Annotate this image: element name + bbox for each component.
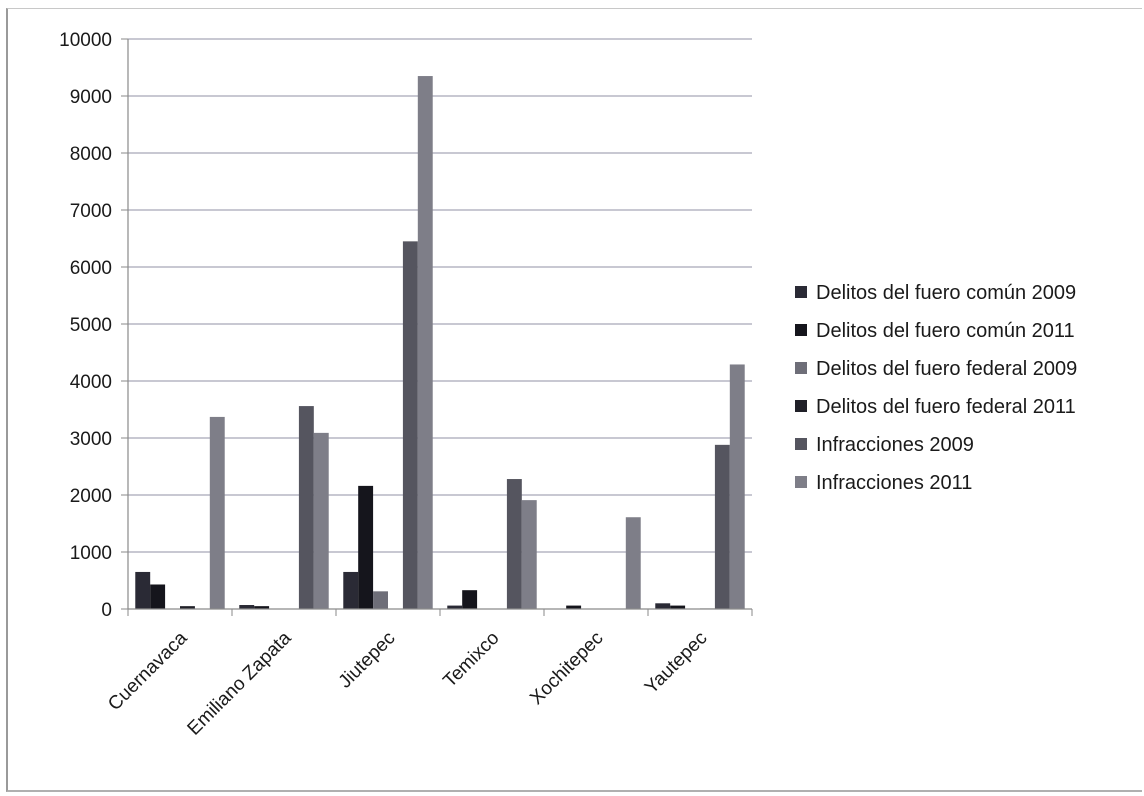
legend-label: Delitos del fuero federal 2011 <box>816 396 1076 418</box>
y-tick-label: 2000 <box>70 486 112 507</box>
bar <box>566 605 582 609</box>
legend: Delitos del fuero común 2009 Delitos del … <box>795 282 1077 494</box>
bar <box>254 606 270 609</box>
legend-label: Delitos del fuero federal 2009 <box>816 358 1077 380</box>
legend-label: Delitos del fuero común 2009 <box>816 282 1076 304</box>
y-tick-label: 7000 <box>70 201 112 222</box>
legend-swatch <box>795 476 807 488</box>
bar <box>298 406 314 609</box>
x-category-label: Emiliano Zapata <box>184 627 296 739</box>
legend-swatch <box>795 324 807 336</box>
legend-label: Delitos del fuero común 2011 <box>816 320 1075 342</box>
bar <box>180 606 195 609</box>
y-tick-label: 5000 <box>70 315 112 336</box>
bar <box>209 416 225 609</box>
x-category-label: Temixco <box>439 628 503 692</box>
y-tick-label: 1000 <box>70 543 112 564</box>
bar <box>447 605 463 609</box>
bar <box>313 432 329 609</box>
x-category-label: Yautepec <box>641 628 712 699</box>
bar <box>714 444 730 609</box>
bar <box>729 364 745 609</box>
chart-area <box>6 8 1142 792</box>
legend-label: Infracciones 2011 <box>816 472 972 494</box>
x-category-label: Cuernavaca <box>104 627 192 715</box>
y-axis-ticks: 0 1000 2000 3000 4000 5000 6000 7000 8000 9000 100… <box>59 30 128 621</box>
y-tick-label: 8000 <box>70 144 112 165</box>
legend-swatch <box>795 400 807 412</box>
y-tick-label: 6000 <box>70 258 112 279</box>
bar <box>239 605 255 609</box>
bar <box>462 590 478 609</box>
y-tick-label: 9000 <box>70 87 112 108</box>
y-tick-label: 0 <box>101 600 112 621</box>
gridlines <box>128 38 752 553</box>
x-category-label: Jiutepec <box>335 628 400 693</box>
bar <box>521 500 537 609</box>
bar <box>625 517 641 609</box>
legend-swatch <box>795 362 807 374</box>
bar <box>655 603 671 609</box>
y-tick-label: 3000 <box>70 429 112 450</box>
bars <box>135 76 745 610</box>
legend-swatch <box>795 438 807 450</box>
bar <box>358 485 374 609</box>
bar <box>506 479 522 609</box>
bar <box>373 591 388 609</box>
y-tick-label: 4000 <box>70 372 112 393</box>
bar <box>343 571 359 609</box>
bar <box>670 605 686 609</box>
legend-swatch <box>795 286 807 298</box>
bar <box>417 76 433 610</box>
bar <box>135 571 151 609</box>
bar <box>402 241 418 609</box>
y-tick-label: 10000 <box>59 30 112 51</box>
bar <box>150 584 166 609</box>
x-category-label: Xochitepec <box>526 628 607 709</box>
legend-label: Infracciones 2009 <box>816 434 974 456</box>
